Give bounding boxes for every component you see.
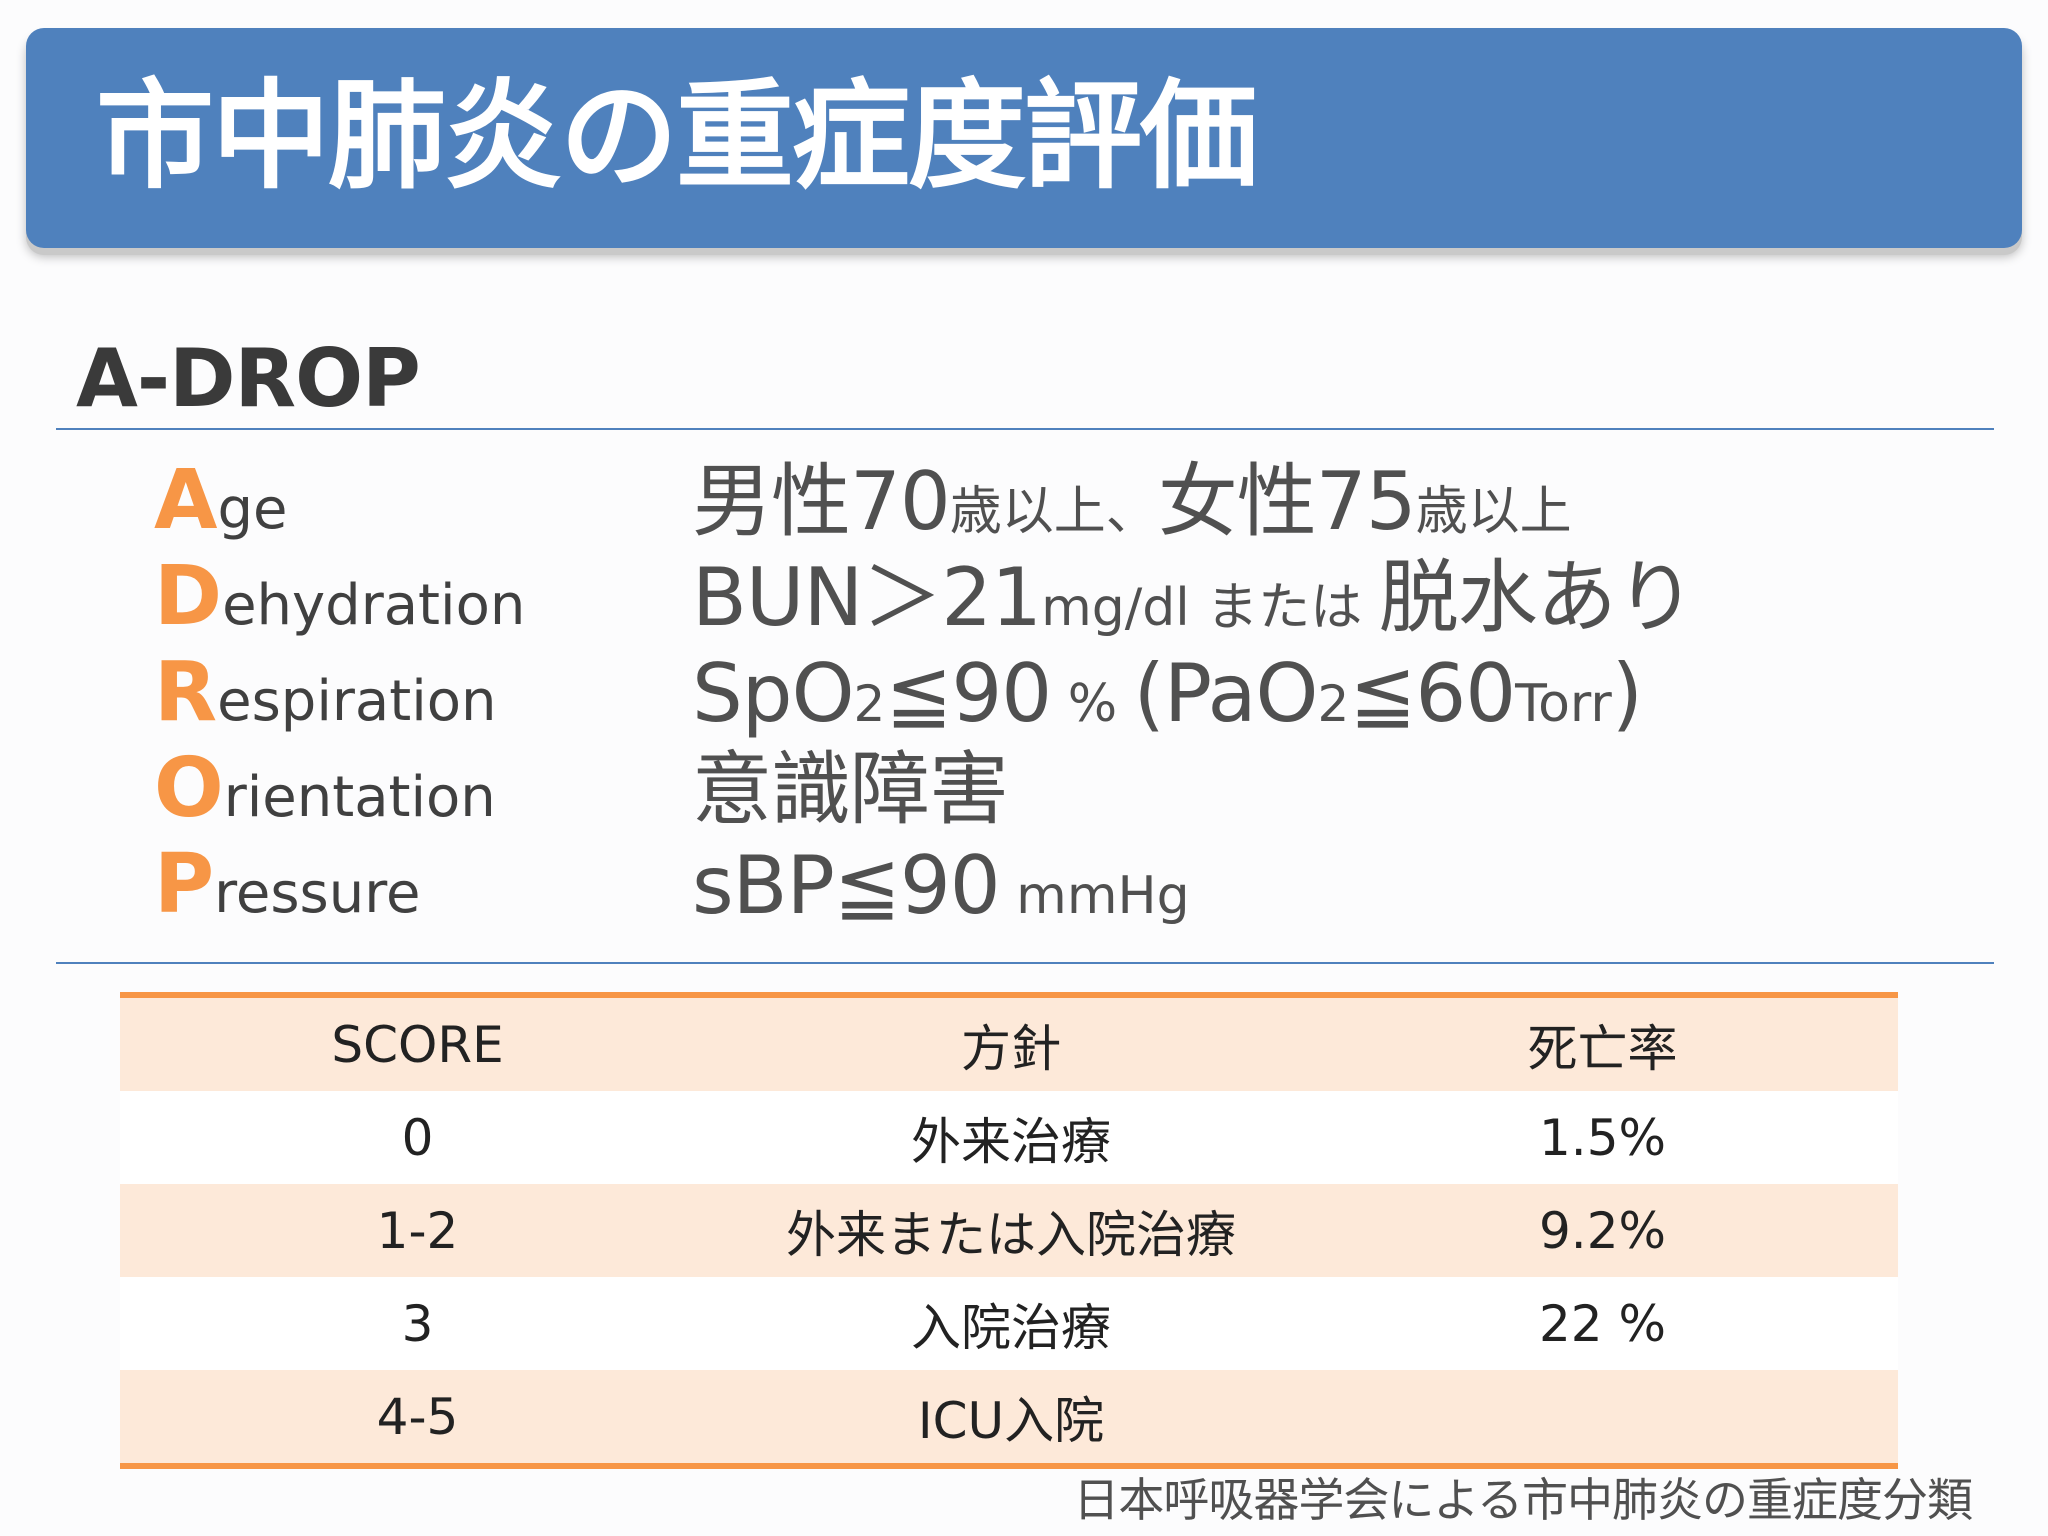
cell-mortality: 1.5% <box>1538 1108 1667 1167</box>
criterion-description-part: 2 <box>853 675 886 733</box>
criterion-description-part: SpO <box>692 647 855 740</box>
criterion-description: 男性70歳以上、女性75歳以上 <box>692 462 1572 542</box>
header-score: SCORE <box>331 1015 504 1074</box>
criterion-initial: A <box>154 453 218 548</box>
criterion-description-part: BUN＞21 <box>692 551 1042 644</box>
criterion-row: Orientation 意識障害 <box>0 740 2048 836</box>
score-table: SCORE 方針 死亡率 0 外来治療 1.5% 1-2 外来または入院治療 9… <box>120 992 1898 1469</box>
section-heading: A-DROP <box>76 332 421 425</box>
criterion-description-part: 歳以上、 <box>949 482 1158 542</box>
criterion-description-part: (PaO <box>1133 647 1319 740</box>
criterion-term: Respiration <box>154 652 497 734</box>
cell-policy: 入院治療 <box>911 1298 1111 1357</box>
criterion-description-part: 2 <box>1317 675 1350 733</box>
criterion-row: Dehydration BUN＞21mg/dl または 脱水あり <box>0 548 2048 644</box>
table-row: 1-2 外来または入院治療 9.2% <box>120 1184 1898 1277</box>
table-row: 3 入院治療 22 % <box>120 1277 1898 1370</box>
criterion-description-part: 脱水あり <box>1378 551 1696 644</box>
criterion-term-rest: rientation <box>223 765 496 830</box>
criterion-term-rest: espiration <box>217 669 497 734</box>
table-row: 0 外来治療 1.5% <box>120 1091 1898 1184</box>
criterion-description-part: ≦60 <box>1349 647 1516 740</box>
criterion-description-part: ) <box>1611 647 1643 740</box>
divider-top <box>56 428 1994 430</box>
criterion-row: Pressure sBP≦90 mmHg <box>0 836 2048 932</box>
criterion-description-part: 意識障害 <box>692 743 1009 836</box>
cell-mortality: 22 % <box>1538 1294 1667 1353</box>
criterion-term: Pressure <box>154 844 420 926</box>
header-mortality: 死亡率 <box>1527 1019 1678 1078</box>
divider-bottom <box>56 962 1994 964</box>
criterion-initial: D <box>154 549 223 644</box>
criterion-description: 意識障害 <box>692 750 1009 830</box>
criterion-initial: O <box>154 741 224 836</box>
criterion-description-part: sBP≦90 <box>692 839 1001 932</box>
cell-policy: ICU入院 <box>917 1391 1105 1450</box>
criterion-term-rest: ressure <box>214 861 421 926</box>
criterion-term-rest: ehydration <box>222 573 526 638</box>
criterion-row: Age 男性70歳以上、女性75歳以上 <box>0 452 2048 548</box>
criterion-description: sBP≦90 mmHg <box>692 846 1190 926</box>
criterion-description-part: 女性75 <box>1157 455 1417 548</box>
cell-mortality: 9.2% <box>1538 1201 1667 1260</box>
criterion-initial: R <box>154 645 218 740</box>
criterion-description-part: mmHg <box>999 866 1190 926</box>
criterion-description: SpO2≦90 % (PaO2≦60Torr) <box>692 654 1643 734</box>
title-banner: 市中肺炎の重症度評価 <box>26 28 2022 248</box>
cell-score: 1-2 <box>376 1201 459 1260</box>
cell-policy: 外来治療 <box>911 1112 1111 1171</box>
criterion-term: Age <box>154 460 287 542</box>
criterion-term: Dehydration <box>154 556 525 638</box>
criterion-term-rest: ge <box>217 477 288 542</box>
criterion-description-part: ≦90 <box>885 647 1052 740</box>
header-policy: 方針 <box>961 1019 1061 1078</box>
criterion-row: Respiration SpO2≦90 % (PaO2≦60Torr) <box>0 644 2048 740</box>
table-row: 4-5 ICU入院 <box>120 1370 1898 1463</box>
criterion-description-part: mg/dl または <box>1041 578 1379 638</box>
cell-score: 4-5 <box>376 1387 459 1446</box>
criterion-description-part: 歳以上 <box>1415 482 1572 542</box>
slide-title: 市中肺炎の重症度評価 <box>96 67 1258 205</box>
cell-policy: 外来または入院治療 <box>786 1205 1236 1264</box>
criterion-description: BUN＞21mg/dl または 脱水あり <box>692 558 1696 638</box>
source-footnote: 日本呼吸器学会による市中肺炎の重症度分類 <box>1073 1473 1973 1527</box>
criterion-initial: P <box>154 837 215 932</box>
criterion-term: Orientation <box>154 748 496 830</box>
criterion-description-part: % <box>1051 674 1134 734</box>
cell-score: 3 <box>401 1294 434 1353</box>
table-header-row: SCORE 方針 死亡率 <box>120 998 1898 1091</box>
criterion-description-part: Torr <box>1515 674 1612 734</box>
criterion-description-part: 男性70 <box>692 455 951 548</box>
cell-score: 0 <box>401 1108 434 1167</box>
